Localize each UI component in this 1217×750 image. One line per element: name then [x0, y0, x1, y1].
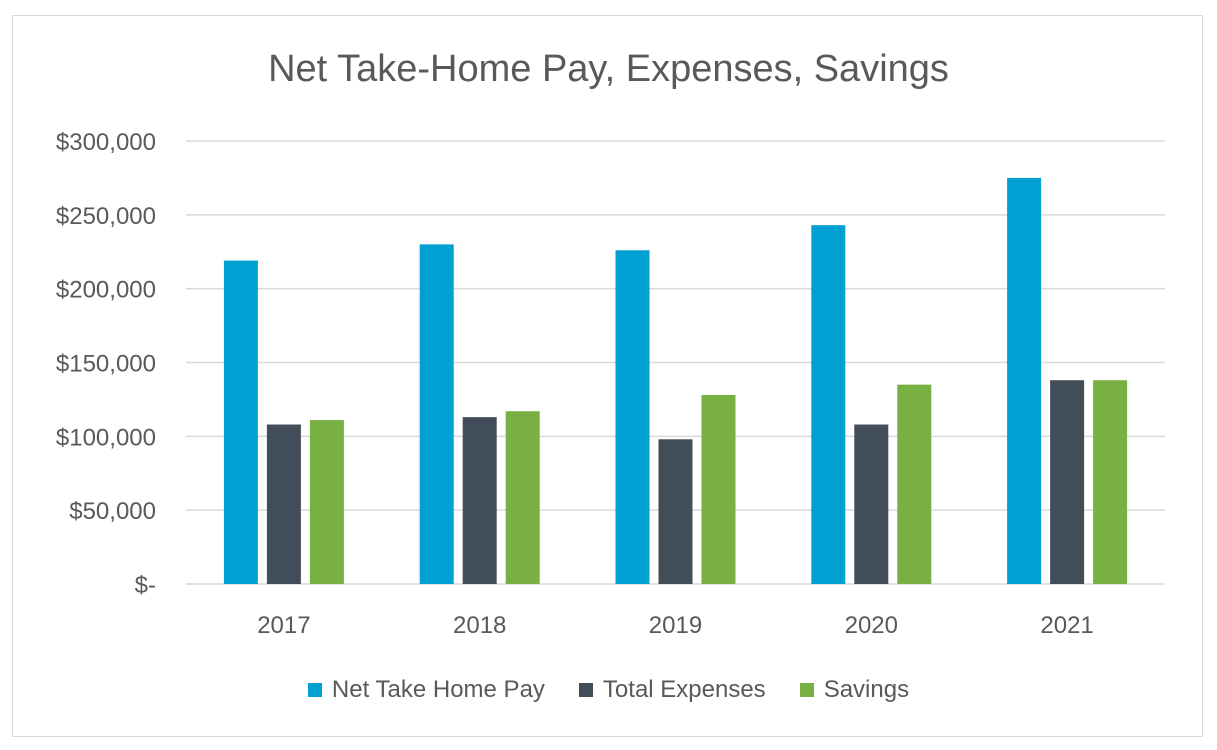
legend-label-net-take-home-pay: Net Take Home Pay	[331, 676, 545, 703]
bar-net-take-home-pay-2021	[1007, 177, 1042, 584]
bar-total-expenses-2018	[462, 417, 497, 584]
y-tick-label: $50,000	[69, 498, 156, 525]
y-tick-label: $250,000	[56, 203, 156, 230]
bar-total-expenses-2019	[658, 439, 693, 584]
bar-savings-2019	[701, 394, 736, 584]
y-tick-label: $100,000	[56, 424, 156, 451]
bar-savings-2020	[897, 384, 932, 584]
legend-label-total-expenses: Total Expenses	[602, 676, 766, 703]
legend-swatch-savings	[799, 683, 814, 697]
bar-total-expenses-2021	[1050, 380, 1085, 584]
y-tick-label: $-	[135, 572, 156, 599]
bar-net-take-home-pay-2020	[811, 225, 846, 585]
legend-item-savings: Savings	[799, 676, 910, 704]
y-tick-label: $200,000	[56, 277, 156, 304]
bar-savings-2018	[505, 411, 540, 584]
x-tick-label: 2020	[845, 612, 898, 639]
bar-net-take-home-pay-2018	[419, 244, 454, 584]
x-tick-label: 2019	[649, 612, 702, 639]
bar-savings-2021	[1093, 380, 1128, 584]
legend-item-net-take-home-pay: Net Take Home Pay	[307, 676, 545, 704]
y-tick-label: $150,000	[56, 351, 156, 378]
legend-swatch-net-take-home-pay	[307, 683, 322, 697]
bar-total-expenses-2017	[266, 424, 301, 584]
bar-savings-2017	[309, 420, 344, 584]
bar-net-take-home-pay-2017	[223, 260, 258, 584]
x-tick-label: 2018	[453, 612, 506, 639]
legend-swatch-total-expenses	[578, 683, 593, 697]
bar-net-take-home-pay-2019	[615, 250, 650, 585]
x-tick-label: 2017	[257, 612, 310, 639]
y-tick-label: $300,000	[56, 129, 156, 156]
legend-label-savings: Savings	[823, 676, 910, 703]
chart-title: Net Take-Home Pay, Expenses, Savings	[268, 48, 949, 90]
legend: Net Take Home Pay Total Expenses Savings	[0, 672, 1217, 708]
legend-item-total-expenses: Total Expenses	[578, 676, 766, 704]
x-tick-label: 2021	[1040, 612, 1093, 639]
bar-total-expenses-2020	[854, 424, 889, 584]
chart-frame	[12, 15, 1203, 737]
